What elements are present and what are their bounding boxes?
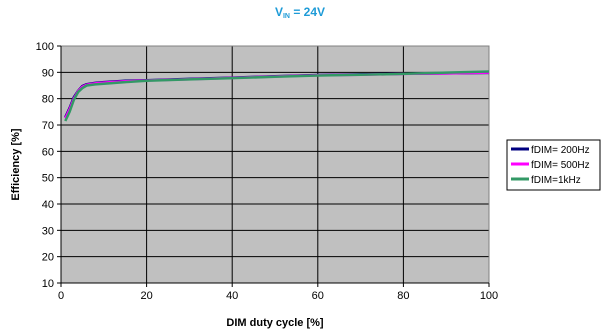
- x-tick-label: 0: [58, 290, 64, 302]
- chart-title: VIN = 24V: [275, 5, 325, 20]
- y-tick-label: 80: [42, 94, 54, 106]
- legend-label: fDIM=1kHz: [531, 175, 581, 186]
- x-tick-label: 60: [312, 290, 324, 302]
- y-tick-label: 90: [42, 67, 54, 79]
- title-main: V: [275, 5, 283, 19]
- y-tick-label: 50: [42, 173, 54, 185]
- x-tick-label: 40: [226, 290, 238, 302]
- y-tick-label: 40: [42, 199, 54, 211]
- y-tick-label: 100: [36, 41, 54, 53]
- title-rest: = 24V: [290, 5, 325, 19]
- legend: fDIM= 200Hz fDIM= 500Hz fDIM=1kHz: [506, 139, 601, 191]
- x-tick-label: 80: [397, 290, 409, 302]
- x-tick-label: 100: [480, 290, 498, 302]
- x-tick-label: 20: [140, 290, 152, 302]
- y-tick-label: 20: [42, 252, 54, 264]
- axes: 10 20 30 40 50 60 70 80 90 100 0 20 40 60 80 100: [36, 41, 499, 302]
- y-axis-label: Efficiency [%]: [10, 128, 22, 200]
- y-tick-label: 70: [42, 120, 54, 132]
- legend-label: fDIM= 500Hz: [531, 160, 590, 171]
- x-axis-label: DIM duty cycle [%]: [226, 317, 324, 329]
- y-tick-label: 30: [42, 225, 54, 237]
- series-line-3: [64, 70, 490, 122]
- title-subscript: IN: [283, 13, 290, 20]
- series-lines: [64, 70, 490, 122]
- y-tick-label: 10: [42, 278, 54, 290]
- y-tick-label: 60: [42, 146, 54, 158]
- plot-area: [61, 46, 489, 283]
- gridlines: [61, 46, 489, 283]
- legend-label: fDIM= 200Hz: [531, 145, 590, 156]
